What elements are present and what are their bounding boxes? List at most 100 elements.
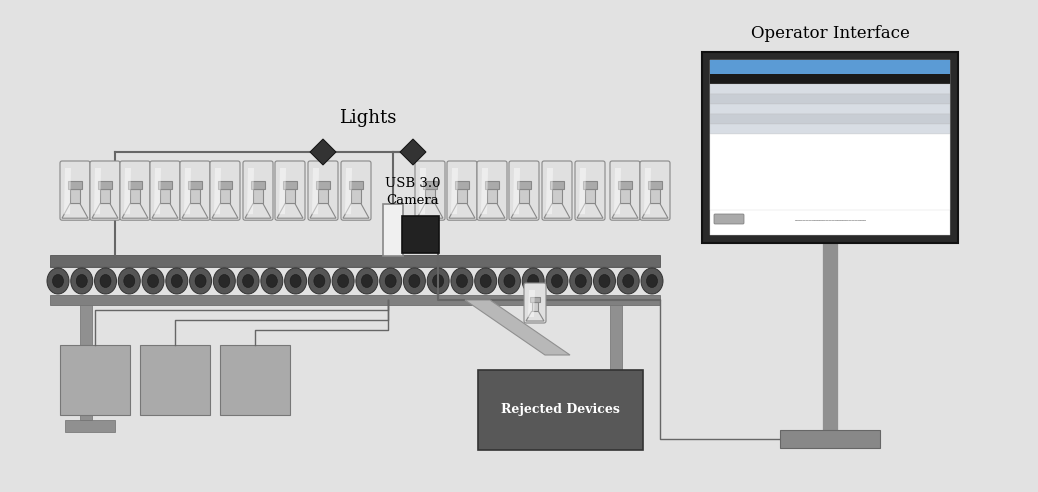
Ellipse shape: [474, 268, 496, 294]
Ellipse shape: [118, 268, 140, 294]
FancyBboxPatch shape: [509, 161, 539, 220]
Polygon shape: [648, 182, 662, 189]
Polygon shape: [479, 204, 506, 218]
Ellipse shape: [599, 275, 610, 287]
Polygon shape: [528, 290, 535, 317]
Ellipse shape: [641, 268, 663, 294]
Ellipse shape: [290, 275, 301, 287]
FancyBboxPatch shape: [640, 161, 670, 220]
Ellipse shape: [546, 268, 568, 294]
FancyBboxPatch shape: [60, 161, 90, 220]
Polygon shape: [316, 182, 330, 189]
Polygon shape: [140, 345, 210, 415]
Polygon shape: [277, 204, 303, 218]
Polygon shape: [425, 189, 435, 204]
Polygon shape: [710, 84, 950, 94]
Ellipse shape: [214, 268, 236, 294]
Ellipse shape: [481, 275, 491, 287]
Ellipse shape: [142, 268, 164, 294]
Polygon shape: [247, 168, 254, 214]
Polygon shape: [618, 182, 632, 189]
Ellipse shape: [433, 275, 443, 287]
Ellipse shape: [409, 275, 420, 287]
FancyBboxPatch shape: [210, 161, 240, 220]
Text: ─────────────────────────: ─────────────────────────: [794, 217, 866, 222]
Polygon shape: [517, 182, 531, 189]
Ellipse shape: [195, 275, 207, 287]
Polygon shape: [310, 204, 336, 218]
Polygon shape: [279, 168, 286, 214]
FancyBboxPatch shape: [90, 161, 120, 220]
Polygon shape: [349, 182, 363, 189]
Polygon shape: [612, 204, 638, 218]
Polygon shape: [128, 182, 142, 189]
Polygon shape: [465, 300, 570, 355]
Polygon shape: [710, 94, 950, 104]
Polygon shape: [702, 52, 958, 243]
Ellipse shape: [361, 275, 373, 287]
Ellipse shape: [237, 268, 260, 294]
Ellipse shape: [380, 268, 402, 294]
Polygon shape: [124, 168, 131, 214]
Polygon shape: [318, 189, 328, 204]
Polygon shape: [710, 104, 950, 114]
Polygon shape: [546, 168, 553, 214]
Ellipse shape: [243, 275, 253, 287]
Polygon shape: [513, 168, 520, 214]
Text: Rejected Devices: Rejected Devices: [501, 403, 620, 417]
Polygon shape: [94, 168, 101, 214]
Ellipse shape: [284, 268, 306, 294]
Polygon shape: [544, 204, 570, 218]
Ellipse shape: [100, 275, 111, 287]
Polygon shape: [552, 189, 562, 204]
Ellipse shape: [332, 268, 354, 294]
Ellipse shape: [575, 275, 586, 287]
Ellipse shape: [308, 268, 330, 294]
Polygon shape: [417, 204, 443, 218]
Polygon shape: [481, 168, 488, 214]
Polygon shape: [152, 204, 177, 218]
Polygon shape: [343, 204, 368, 218]
Ellipse shape: [94, 268, 116, 294]
Polygon shape: [644, 168, 651, 214]
FancyBboxPatch shape: [714, 214, 744, 224]
Polygon shape: [550, 182, 564, 189]
Polygon shape: [285, 189, 295, 204]
Polygon shape: [160, 189, 170, 204]
Ellipse shape: [171, 275, 183, 287]
Polygon shape: [780, 430, 880, 448]
Polygon shape: [479, 370, 643, 450]
Polygon shape: [251, 182, 265, 189]
Polygon shape: [188, 182, 202, 189]
Ellipse shape: [647, 275, 657, 287]
Polygon shape: [710, 60, 950, 235]
FancyBboxPatch shape: [308, 161, 338, 220]
Ellipse shape: [551, 275, 563, 287]
Polygon shape: [253, 189, 263, 204]
Ellipse shape: [428, 268, 449, 294]
Polygon shape: [50, 295, 660, 305]
Polygon shape: [283, 182, 297, 189]
FancyBboxPatch shape: [243, 161, 273, 220]
Polygon shape: [519, 189, 529, 204]
Polygon shape: [62, 204, 88, 218]
Polygon shape: [457, 189, 467, 204]
Text: Operator Interface: Operator Interface: [750, 25, 909, 42]
Polygon shape: [80, 305, 92, 420]
Polygon shape: [529, 297, 541, 302]
Polygon shape: [182, 204, 208, 218]
Polygon shape: [122, 204, 148, 218]
FancyBboxPatch shape: [151, 161, 180, 220]
Ellipse shape: [457, 275, 467, 287]
Ellipse shape: [53, 275, 63, 287]
Ellipse shape: [623, 275, 634, 287]
FancyBboxPatch shape: [610, 161, 640, 220]
Polygon shape: [220, 189, 230, 204]
FancyBboxPatch shape: [415, 161, 445, 220]
Polygon shape: [184, 168, 191, 214]
Ellipse shape: [166, 268, 188, 294]
Polygon shape: [98, 182, 112, 189]
Polygon shape: [455, 182, 469, 189]
Polygon shape: [351, 189, 361, 204]
Polygon shape: [92, 204, 118, 218]
